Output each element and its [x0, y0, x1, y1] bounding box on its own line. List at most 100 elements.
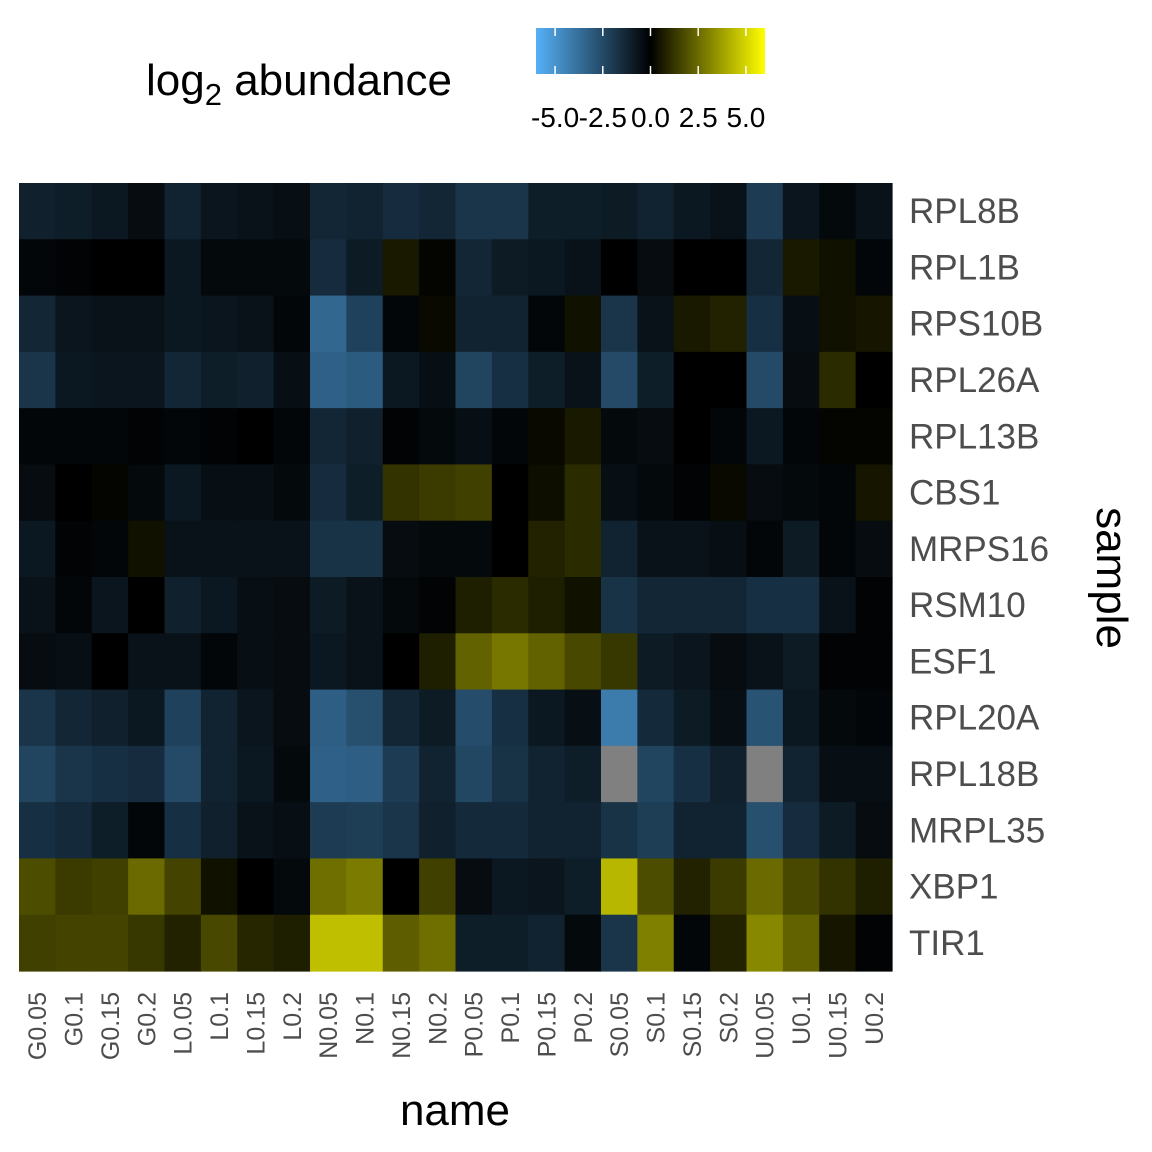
heatmap-cell	[673, 239, 711, 297]
heatmap-cell	[164, 295, 202, 353]
heatmap-cell	[128, 633, 166, 691]
heatmap-cell	[273, 802, 311, 860]
heatmap-cell	[637, 183, 675, 240]
heatmap-cell	[819, 520, 857, 578]
y-tick-label: MRPS16	[909, 530, 1049, 569]
heatmap-cell	[128, 183, 166, 240]
x-tick-label: U0.1	[788, 992, 816, 1045]
heatmap-cell	[310, 689, 347, 747]
y-tick-label: ESF1	[909, 642, 997, 681]
heatmap-cell	[164, 858, 202, 916]
heatmap-cell	[710, 802, 748, 860]
heatmap-cell	[710, 914, 748, 972]
heatmap-cell	[55, 183, 93, 240]
heatmap-cell	[710, 633, 748, 691]
heatmap-cell	[637, 858, 675, 916]
heatmap-cell	[855, 464, 893, 522]
heatmap-cell	[346, 914, 384, 972]
heatmap-cell	[491, 239, 529, 297]
heatmap-cells	[19, 183, 893, 972]
heatmap-cell	[55, 520, 93, 578]
heatmap-cell	[237, 577, 275, 634]
heatmap-cell	[310, 633, 347, 691]
heatmap-cell	[782, 689, 820, 747]
heatmap-cell	[273, 408, 311, 466]
heatmap-cell	[346, 408, 384, 466]
x-tick-label: P0.2	[570, 992, 598, 1043]
heatmap-cell	[273, 351, 311, 409]
heatmap-cell	[673, 633, 711, 691]
heatmap-cell	[419, 464, 457, 522]
heatmap-cell	[237, 520, 275, 578]
heatmap-cell	[128, 802, 166, 860]
heatmap-cell	[637, 239, 675, 297]
heatmap-cell	[491, 295, 529, 353]
heatmap-cell	[310, 520, 347, 578]
heatmap-cell	[346, 745, 384, 803]
x-tick-label: L0.1	[206, 992, 234, 1041]
heatmap-cell	[564, 295, 602, 353]
heatmap-cell	[528, 858, 566, 916]
heatmap-cell	[273, 295, 311, 353]
heatmap-cell	[782, 351, 820, 409]
heatmap-cell	[91, 183, 129, 240]
heatmap-cell	[564, 858, 602, 916]
legend-tick-label: 2.5	[679, 102, 718, 133]
heatmap-cell	[855, 577, 893, 634]
heatmap-cell	[19, 802, 56, 860]
heatmap-cell	[91, 295, 129, 353]
heatmap-cell	[310, 858, 347, 916]
heatmap-cell	[564, 464, 602, 522]
heatmap-cell	[673, 520, 711, 578]
heatmap-cell	[419, 183, 457, 240]
heatmap-cell	[346, 351, 384, 409]
heatmap-cell	[637, 520, 675, 578]
heatmap-cell	[382, 745, 420, 803]
heatmap-cell	[19, 239, 56, 297]
heatmap-cell	[200, 351, 238, 409]
heatmap-cell	[601, 295, 638, 353]
heatmap-cell	[782, 464, 820, 522]
legend-title-main: log	[146, 56, 205, 105]
heatmap-cell	[19, 745, 56, 803]
heatmap-cell	[491, 745, 529, 803]
heatmap-cell	[200, 239, 238, 297]
heatmap-cell	[601, 239, 638, 297]
legend-tick-label: 0.0	[631, 102, 670, 133]
heatmap-cell	[710, 577, 748, 634]
heatmap-cell	[710, 689, 748, 747]
heatmap-cell	[564, 802, 602, 860]
heatmap-cell	[637, 914, 675, 972]
heatmap-cell	[19, 183, 56, 240]
heatmap-cell	[673, 295, 711, 353]
heatmap-cell	[310, 577, 347, 634]
y-tick-label: RPL8B	[909, 192, 1020, 231]
legend-title: log2 abundance	[146, 56, 452, 112]
heatmap-cell	[819, 802, 857, 860]
heatmap-cell	[200, 295, 238, 353]
heatmap-cell	[237, 408, 275, 466]
heatmap-cell	[855, 633, 893, 691]
heatmap-cell	[19, 577, 56, 634]
heatmap-cell	[455, 802, 493, 860]
heatmap-cell	[382, 351, 420, 409]
heatmap-cell	[819, 239, 857, 297]
heatmap-cell	[455, 239, 493, 297]
heatmap-cell	[237, 689, 275, 747]
x-tick-label: P0.15	[533, 992, 561, 1057]
heatmap-cell	[637, 745, 675, 803]
heatmap-cell	[746, 183, 784, 240]
heatmap-cell	[128, 520, 166, 578]
heatmap-cell	[455, 295, 493, 353]
heatmap-cell	[637, 577, 675, 634]
heatmap-cell	[19, 914, 56, 972]
heatmap-cell	[601, 802, 638, 860]
heatmap-cell	[746, 745, 784, 803]
heatmap-cell	[419, 520, 457, 578]
heatmap-cell	[91, 408, 129, 466]
heatmap-cell	[346, 464, 384, 522]
heatmap-cell	[673, 351, 711, 409]
heatmap-cell	[710, 295, 748, 353]
heatmap-cell	[528, 633, 566, 691]
heatmap-cell	[746, 633, 784, 691]
